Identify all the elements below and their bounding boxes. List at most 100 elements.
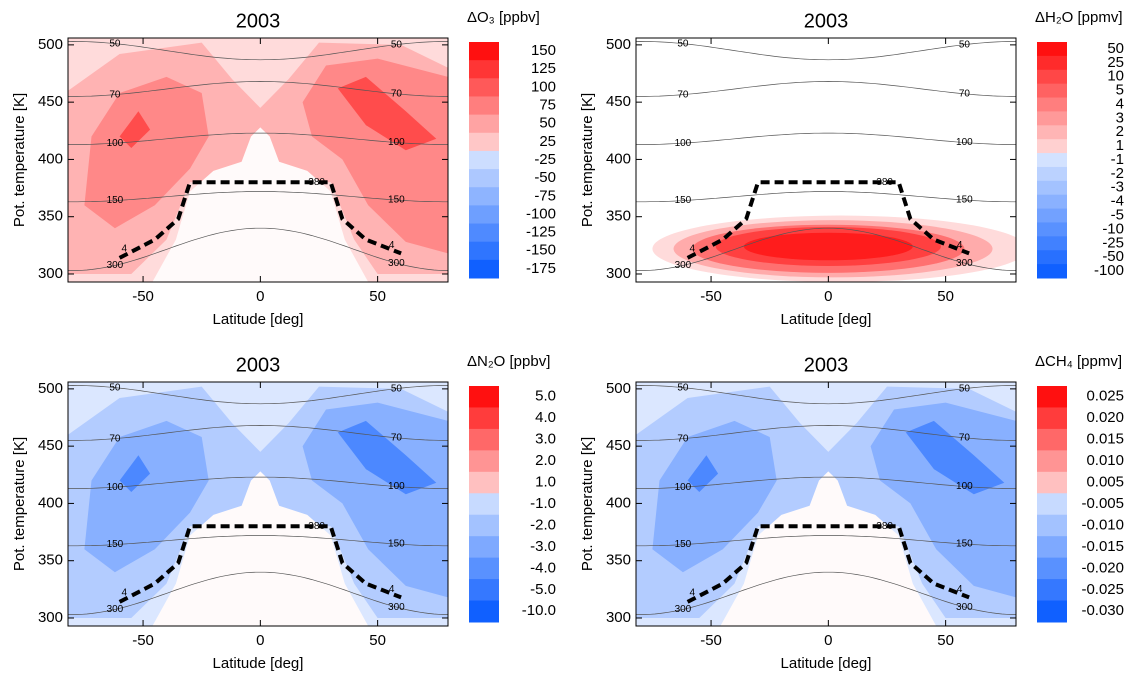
- pv-label: 4: [957, 584, 963, 595]
- x-tick-label: 50: [937, 632, 954, 649]
- y-tick-label: 300: [606, 265, 631, 282]
- contour-fill: [119, 111, 151, 148]
- colorbar-tick-label: 25: [539, 133, 556, 150]
- colorbar-box: [1037, 97, 1067, 112]
- isentrope-label: 100: [107, 138, 124, 149]
- colorbar-label: ΔO₃ [ppbv]: [467, 9, 540, 26]
- colorbar-box: [469, 241, 499, 261]
- isentrope-label: 150: [675, 539, 692, 550]
- isentrope: [636, 571, 1016, 615]
- tropopause-line: [686, 180, 970, 260]
- colorbar-tick-label: 10: [1107, 68, 1124, 85]
- colorbar-box: [1037, 579, 1067, 602]
- isentrope-label: 100: [107, 482, 124, 493]
- colorbar-box: [469, 428, 499, 451]
- colorbar-box: [1037, 139, 1067, 154]
- isentrope: [68, 476, 448, 489]
- chart-title: 2003: [236, 10, 281, 32]
- x-tick-label: -50: [132, 632, 154, 649]
- isentrope-label: 50: [959, 39, 971, 50]
- colorbar-box: [1037, 208, 1067, 223]
- colorbar-box: [469, 600, 499, 623]
- field: 50 50 70 70 100 100 150 150 300 300 380 4 4: [636, 38, 1016, 282]
- colorbar-tick-label: 0.005: [1086, 474, 1124, 491]
- colorbar-tick-label: 4: [1116, 95, 1124, 112]
- contour-fill: [152, 127, 369, 282]
- colorbar-tick-label: -10: [1102, 220, 1124, 237]
- colorbar-tick-label: 0.025: [1086, 388, 1124, 405]
- contour-fill: [84, 76, 209, 229]
- field: 50 50 70 70 100 100 150 150 300 300 380 4 4: [68, 38, 448, 282]
- colorbar-box: [1037, 153, 1067, 168]
- isentrope: [68, 425, 448, 441]
- colorbar-box: [1037, 55, 1067, 71]
- plot-frame: [635, 37, 1017, 283]
- isentrope: [68, 571, 448, 615]
- contour-fill: [743, 232, 913, 261]
- y-tick-label: 400: [606, 494, 631, 511]
- colorbar-tick-label: 0.010: [1086, 452, 1124, 469]
- isentrope-label: 50: [109, 382, 121, 393]
- isentrope: [636, 41, 1016, 61]
- colorbar-box: [1037, 514, 1067, 537]
- colorbar-box: [1037, 536, 1067, 559]
- colorbar-box: [1037, 69, 1067, 85]
- isentrope-label: 50: [391, 39, 403, 50]
- y-tick-label: 400: [38, 150, 63, 167]
- colorbar-tick-label: -25: [1102, 234, 1124, 251]
- pv-label: 4: [957, 240, 963, 251]
- colorbar-tick-label: -100: [526, 205, 556, 222]
- y-tick-label: 300: [38, 609, 63, 626]
- colorbar-box: [469, 78, 499, 97]
- colorbar-tick-label: 25: [1107, 54, 1124, 71]
- pv-label: 4: [122, 243, 128, 254]
- colorbar-tick-label: 5: [1116, 82, 1124, 99]
- tropopause-label: 380: [876, 177, 893, 188]
- tropopause-line: [118, 180, 402, 260]
- colorbar-box: [1037, 264, 1067, 279]
- isentrope: [636, 476, 1016, 489]
- colorbar-tick-label: -150: [526, 242, 556, 259]
- field: 50 50 70 70 100 100 150 150 300 300 380 4 4: [68, 382, 448, 626]
- isentrope-label: 70: [677, 89, 689, 100]
- colorbar-box: [1037, 42, 1067, 57]
- contour-fill: [905, 420, 1005, 495]
- isentrope-label: 50: [391, 383, 403, 394]
- isentrope-label: 70: [391, 432, 403, 443]
- colorbar-tick-label: -25: [534, 151, 556, 168]
- isentrope-label: 100: [675, 482, 692, 493]
- y-tick-label: 300: [606, 609, 631, 626]
- isentrope-label: 70: [109, 89, 121, 100]
- pv-label: 4: [389, 584, 395, 595]
- colorbar-box: [469, 386, 499, 408]
- x-tick-label: -50: [700, 632, 722, 649]
- isentrope: [68, 535, 448, 547]
- colorbar-tick-label: -0.015: [1081, 538, 1124, 555]
- contour-fill: [720, 471, 937, 626]
- isentrope: [636, 227, 1016, 271]
- plot-frame: [67, 381, 449, 627]
- colorbar-box: [1037, 111, 1067, 126]
- isentrope-label: 150: [107, 195, 124, 206]
- pv-label: 4: [122, 587, 128, 598]
- isentrope-label: 150: [107, 539, 124, 550]
- isentrope-label: 300: [675, 604, 692, 615]
- y-axis-label: Pot. temperature [K]: [579, 437, 596, 571]
- y-tick-label: 450: [606, 93, 631, 110]
- colorbar-tick-label: 5.0: [535, 388, 556, 405]
- isentrope-label: 70: [959, 88, 971, 99]
- y-tick-label: 500: [606, 380, 631, 397]
- colorbar-box: [469, 114, 499, 134]
- isentrope-label: 70: [677, 433, 689, 444]
- y-axis-label: Pot. temperature [K]: [11, 93, 28, 227]
- x-tick-label: 0: [824, 288, 832, 305]
- isentrope-label: 100: [675, 138, 692, 149]
- y-tick-label: 500: [606, 36, 631, 53]
- colorbar-box: [469, 223, 499, 243]
- y-tick-label: 350: [38, 552, 63, 569]
- colorbar-tick-label: 125: [531, 60, 556, 77]
- colorbar-tick-label: -175: [526, 260, 556, 277]
- x-axis-label: Latitude [deg]: [781, 311, 872, 328]
